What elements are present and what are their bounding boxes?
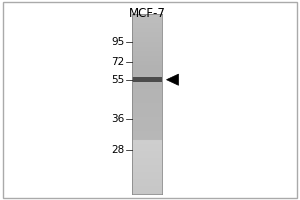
Text: 72: 72 (111, 57, 124, 67)
Text: 95: 95 (111, 37, 124, 47)
Text: 28: 28 (111, 145, 124, 155)
Polygon shape (167, 74, 178, 85)
Text: MCF-7: MCF-7 (129, 7, 165, 20)
Text: 55: 55 (111, 75, 124, 85)
Text: 36: 36 (111, 114, 124, 124)
